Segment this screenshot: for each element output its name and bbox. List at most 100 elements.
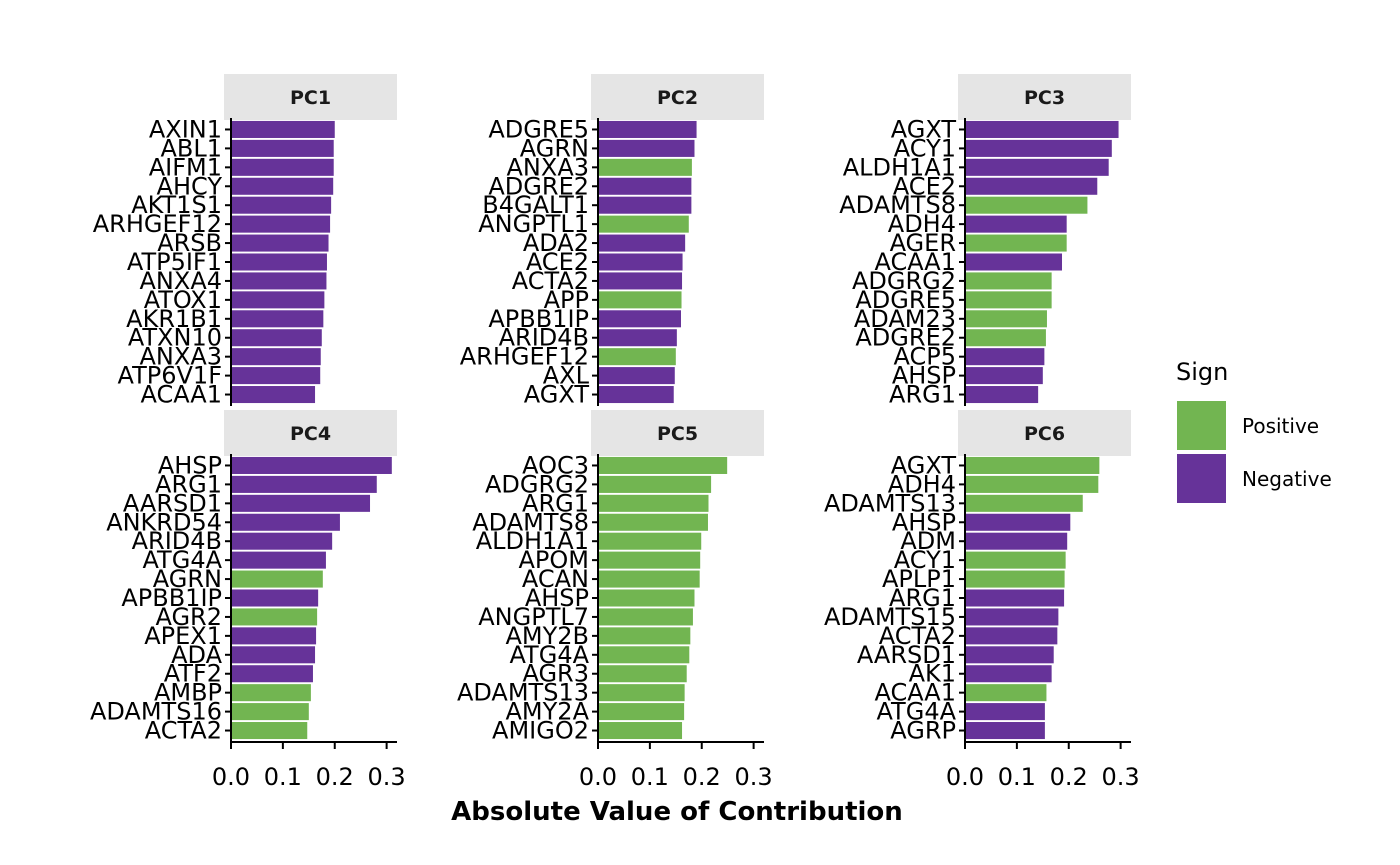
bar <box>599 310 681 328</box>
panel-title: PC6 <box>1024 423 1065 445</box>
x-tick-label: 0.2 <box>683 763 721 791</box>
bar <box>232 310 324 328</box>
gene-label: ACAA1 <box>874 679 956 707</box>
bar <box>599 234 686 252</box>
x-tick-label: 0.3 <box>1102 763 1140 791</box>
bar <box>599 589 695 607</box>
bar <box>599 329 677 347</box>
gene-label: AHSP <box>892 508 956 536</box>
gene-label: B4GALT1 <box>482 191 589 219</box>
legend-label-neg: Negative <box>1242 467 1332 491</box>
bar <box>232 722 308 740</box>
bar <box>232 513 340 531</box>
gene-label: ADAMTS16 <box>90 698 222 726</box>
gene-label: ACY1 <box>894 134 956 162</box>
x-tick-label: 0.2 <box>316 763 354 791</box>
bar <box>599 386 674 404</box>
bar <box>599 291 682 309</box>
gene-label: ATF2 <box>164 660 222 688</box>
gene-label: AKT1S1 <box>131 191 222 219</box>
bar <box>232 139 334 157</box>
bar <box>599 551 701 569</box>
panel-title: PC5 <box>657 423 698 445</box>
bar <box>966 646 1054 664</box>
gene-label: ARHGEF12 <box>93 210 222 238</box>
bar <box>232 646 316 664</box>
panel-strip <box>958 74 1131 120</box>
bar <box>599 215 689 233</box>
bar <box>966 475 1099 493</box>
bar <box>232 386 316 404</box>
gene-label: ACAN <box>522 565 589 593</box>
legend-title: Sign <box>1176 358 1228 386</box>
gene-label: ATXN10 <box>128 324 222 352</box>
gene-label: ARG1 <box>522 489 589 517</box>
gene-label: ADGRE5 <box>488 115 589 143</box>
bar <box>599 253 683 271</box>
gene-label: ATG4A <box>143 546 223 574</box>
bar <box>966 139 1112 157</box>
bar <box>966 234 1067 252</box>
gene-label: AHSP <box>525 584 589 612</box>
gene-label: ANXA3 <box>507 153 590 181</box>
bar <box>232 196 332 214</box>
legend-label-pos: Positive <box>1242 414 1319 438</box>
bar <box>232 367 321 385</box>
gene-label: ADAMTS8 <box>472 508 589 536</box>
bar <box>966 627 1058 645</box>
bar <box>966 177 1098 195</box>
bar <box>599 532 702 550</box>
bar <box>599 367 675 385</box>
gene-label: AGRN <box>520 134 589 162</box>
gene-label: ADGRG2 <box>485 470 589 498</box>
gene-label: AMIGO2 <box>492 717 589 745</box>
gene-label: ADAM23 <box>854 305 956 333</box>
bar <box>599 196 692 214</box>
x-tick-label: 0.0 <box>946 763 984 791</box>
x-tick-label: 0.3 <box>735 763 773 791</box>
gene-label: ALDH1A1 <box>843 153 956 181</box>
gene-label: ALDH1A1 <box>476 527 589 555</box>
bar <box>966 684 1047 702</box>
gene-label: ADA <box>171 641 222 669</box>
gene-label: AARSD1 <box>123 489 222 517</box>
legend-key-neg <box>1177 454 1226 503</box>
panel-title: PC4 <box>290 423 331 445</box>
x-axis-title: Absolute Value of Contribution <box>451 797 903 827</box>
bar <box>599 348 676 366</box>
gene-label: ACP5 <box>894 343 957 371</box>
gene-label: ANXA3 <box>140 343 223 371</box>
x-tick-label: 0.1 <box>264 763 302 791</box>
gene-label: ACTA2 <box>512 267 589 295</box>
gene-label: ATP6V1F <box>118 362 222 390</box>
x-tick-label: 0.3 <box>368 763 406 791</box>
gene-label: AOC3 <box>522 451 589 479</box>
bar <box>599 158 692 176</box>
gene-label: ATOX1 <box>144 286 222 314</box>
bar <box>966 367 1043 385</box>
bar <box>599 722 683 740</box>
x-tick-label: 0.0 <box>212 763 250 791</box>
bar <box>232 551 326 569</box>
bar <box>232 272 327 290</box>
gene-label: ANXA4 <box>140 267 223 295</box>
panel-title: PC2 <box>657 87 698 109</box>
bar <box>232 234 329 252</box>
panel-pc2: PC2 ADGRE5AGRNANXA3ADGRE2B4GALT1ANGPTL1AD… <box>460 74 764 409</box>
panel-pc4: PC4AHSPARG1AARSD1ANKRD54ARID4BATG4AAGRNA… <box>90 410 406 791</box>
bar <box>599 665 687 683</box>
bar <box>232 589 319 607</box>
gene-label: ADAMTS8 <box>839 191 956 219</box>
bar <box>232 627 317 645</box>
gene-label: ATG4A <box>510 641 590 669</box>
gene-label: ADGRG2 <box>852 267 956 295</box>
bar <box>232 703 309 721</box>
x-tick-label: 0.2 <box>1050 763 1088 791</box>
panel-title: PC1 <box>290 87 331 109</box>
gene-label: ADGRE2 <box>488 172 589 200</box>
bar <box>599 646 690 664</box>
bar <box>232 253 327 271</box>
bar <box>966 329 1046 347</box>
bar <box>232 291 325 309</box>
